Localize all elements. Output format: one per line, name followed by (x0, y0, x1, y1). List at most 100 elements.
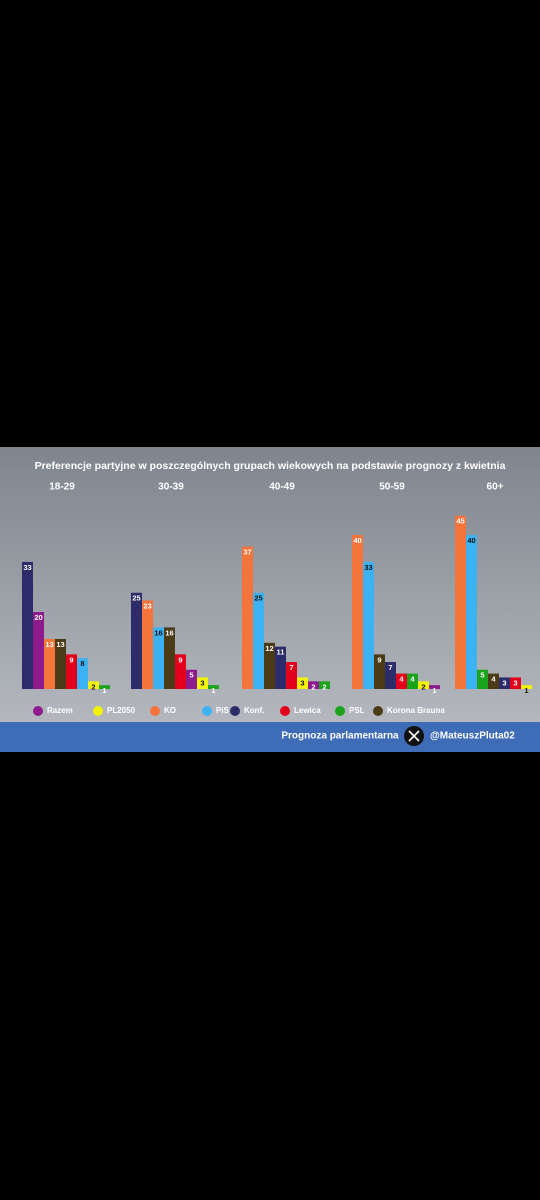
value-label: 11 (277, 648, 285, 657)
bar (33, 612, 44, 689)
bar (374, 654, 385, 689)
legend-swatch (280, 706, 290, 716)
value-label: 1 (102, 686, 106, 695)
bar (153, 627, 164, 689)
value-label: 1 (524, 686, 528, 695)
value-label: 9 (377, 655, 381, 664)
bar (99, 685, 110, 689)
legend-label: Korona Brauna (387, 706, 445, 715)
bar (499, 677, 510, 689)
value-label: 3 (513, 678, 517, 687)
value-label: 12 (265, 644, 273, 653)
value-label: 4 (491, 675, 496, 684)
bar (66, 654, 77, 689)
value-label: 23 (143, 601, 151, 610)
bar (466, 535, 477, 689)
bar (175, 654, 186, 689)
value-label: 2 (91, 682, 95, 691)
value-label: 37 (243, 548, 251, 557)
bar (264, 642, 275, 689)
footer-handle[interactable]: @MateuszPluta02 (430, 731, 515, 742)
legend-swatch (202, 706, 212, 716)
value-label: 7 (289, 663, 293, 672)
legend-label: KO (164, 706, 176, 715)
value-label: 2 (311, 682, 315, 691)
bar (477, 669, 488, 689)
bar (418, 681, 429, 689)
value-label: 7 (388, 663, 392, 672)
value-label: 2 (322, 682, 326, 691)
value-label: 3 (502, 678, 506, 687)
bar (429, 685, 440, 689)
bar (131, 592, 142, 689)
value-label: 4 (410, 675, 415, 684)
legend-swatch (33, 706, 43, 716)
bar (55, 638, 66, 689)
value-label: 5 (480, 671, 484, 680)
value-label: 4 (399, 675, 404, 684)
legend-swatch (335, 706, 345, 716)
legend-label: Konf. (244, 706, 264, 715)
bar (488, 673, 499, 689)
bar (455, 515, 466, 689)
bar (77, 658, 88, 689)
bar (521, 685, 532, 689)
bar (510, 677, 521, 689)
chart-title: Preferencje partyjne w poszczególnych gr… (35, 460, 506, 472)
legend-label: PL2050 (107, 706, 136, 715)
footer-bar (0, 722, 540, 752)
bar (142, 600, 153, 689)
value-label: 9 (69, 655, 73, 664)
bar (164, 627, 175, 689)
value-label: 5 (189, 671, 193, 680)
group-label: 50-59 (379, 482, 405, 493)
value-label: 16 (154, 628, 162, 637)
bar (275, 646, 286, 689)
value-label: 33 (364, 563, 372, 572)
value-label: 2 (421, 682, 425, 691)
group-label: 30-39 (158, 482, 184, 493)
legend-label: Lewica (294, 706, 321, 715)
bar (308, 681, 319, 689)
value-label: 40 (353, 536, 361, 545)
value-label: 9 (178, 655, 182, 664)
bar (407, 673, 418, 689)
value-label: 16 (165, 628, 173, 637)
value-label: 33 (23, 563, 31, 572)
bar (286, 662, 297, 689)
value-label: 13 (45, 640, 53, 649)
bar (253, 592, 264, 689)
legend-swatch (150, 706, 160, 716)
value-label: 40 (467, 536, 475, 545)
legend-swatch (230, 706, 240, 716)
value-label: 3 (300, 678, 304, 687)
bar (363, 561, 374, 689)
value-label: 1 (211, 686, 215, 695)
legend-swatch (373, 706, 383, 716)
group-label: 18-29 (49, 482, 75, 493)
footer-label: Prognoza parlamentarna (281, 731, 399, 742)
bar (385, 662, 396, 689)
bar (88, 681, 99, 689)
bar (186, 669, 197, 689)
legend-label: PSL (349, 706, 365, 715)
value-label: 8 (80, 659, 84, 668)
bar (297, 677, 308, 689)
x-logo-mark (408, 730, 420, 742)
bar (352, 535, 363, 689)
legend-label: PiS (216, 706, 230, 715)
bar (44, 638, 55, 689)
value-label: 13 (56, 640, 64, 649)
value-label: 45 (456, 517, 464, 526)
value-label: 25 (254, 594, 262, 603)
legend-swatch (93, 706, 103, 716)
value-label: 20 (34, 613, 42, 622)
value-label: 1 (432, 686, 436, 695)
bar (22, 561, 33, 689)
legend-label: Razem (47, 706, 73, 715)
value-label: 25 (132, 594, 140, 603)
group-label: 60+ (487, 482, 504, 493)
bar (197, 677, 208, 689)
